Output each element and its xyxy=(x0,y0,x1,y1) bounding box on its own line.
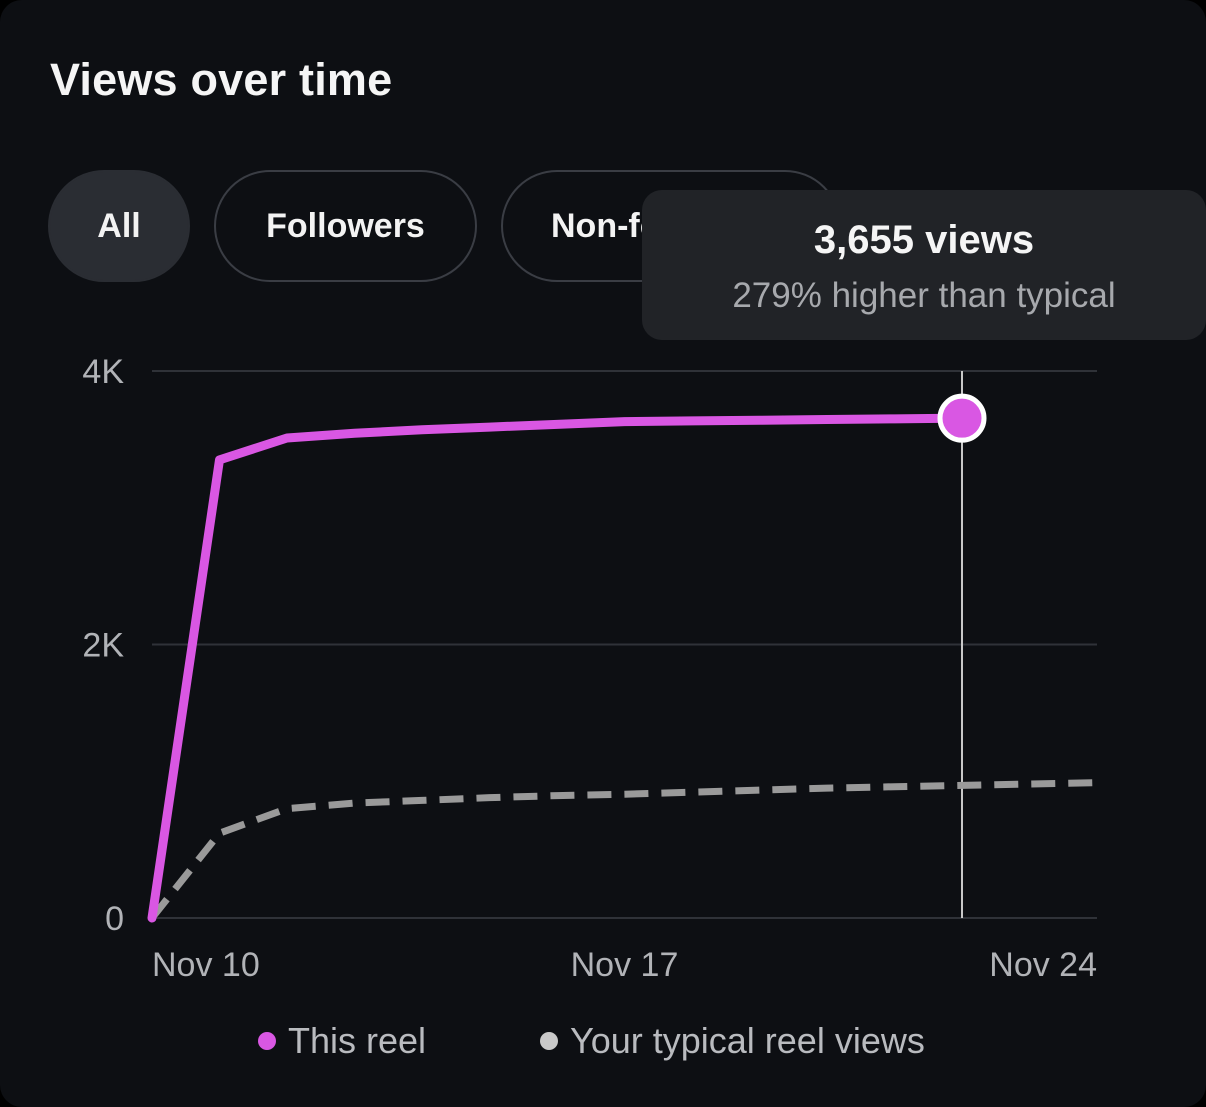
tooltip-views-value: 3,655 views xyxy=(813,218,1035,262)
legend-label-this-reel: This reel xyxy=(288,1020,427,1061)
page-title: Views over time xyxy=(50,54,393,105)
highlight-marker[interactable] xyxy=(937,393,987,443)
y-tick-label: 0 xyxy=(105,900,124,938)
y-axis-tick-labels: 0 2K 4K xyxy=(82,353,124,938)
filter-followers-button[interactable]: Followers xyxy=(214,170,477,282)
series-line-typical-reel-views xyxy=(149,779,1098,921)
legend-swatch-typical-reel-views xyxy=(540,1032,558,1050)
tooltip-comparison-text: 279% higher than typical xyxy=(732,276,1116,315)
legend-item-typical-reel-views: Your typical reel views xyxy=(540,1020,925,1062)
legend-label-typical-reel-views: Your typical reel views xyxy=(570,1020,925,1061)
grid-lines xyxy=(152,370,1097,919)
series-line-this-reel xyxy=(147,413,967,923)
legend-swatch-this-reel xyxy=(258,1032,276,1050)
filter-all-button[interactable]: All xyxy=(48,170,190,282)
x-tick-label: Nov 17 xyxy=(571,946,679,984)
y-tick-label: 2K xyxy=(82,627,124,665)
series-lines xyxy=(147,413,1098,923)
x-axis-tick-labels: Nov 10 Nov 17 Nov 24 xyxy=(152,946,1097,984)
y-tick-label: 4K xyxy=(82,353,124,391)
data-point-tooltip: 3,655 views 279% higher than typical xyxy=(642,190,1206,340)
legend-item-this-reel: This reel xyxy=(258,1020,426,1062)
x-tick-label: Nov 10 xyxy=(152,946,260,984)
x-tick-label: Nov 24 xyxy=(989,946,1097,984)
chart-legend: This reel Your typical reel views xyxy=(0,1020,1206,1070)
highlight-point-marker[interactable] xyxy=(937,393,987,443)
